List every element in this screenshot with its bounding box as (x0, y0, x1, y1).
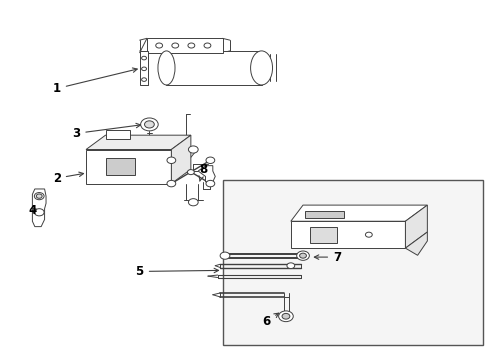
Text: 6: 6 (262, 313, 278, 328)
Circle shape (34, 193, 44, 200)
Text: 4: 4 (28, 204, 37, 217)
Circle shape (142, 56, 146, 60)
Bar (222, 180, 483, 345)
Text: 5: 5 (135, 265, 218, 278)
Text: 8: 8 (199, 163, 207, 181)
Circle shape (203, 43, 210, 48)
Circle shape (278, 311, 293, 321)
Polygon shape (290, 205, 427, 221)
Polygon shape (198, 166, 215, 182)
Circle shape (166, 180, 175, 187)
Bar (105, 158, 135, 175)
Circle shape (142, 78, 146, 81)
Circle shape (144, 121, 154, 128)
Bar (140, 51, 148, 85)
Circle shape (365, 232, 371, 237)
Polygon shape (290, 221, 405, 248)
Circle shape (188, 146, 198, 153)
Circle shape (141, 118, 158, 131)
Circle shape (34, 209, 44, 216)
Circle shape (205, 180, 214, 187)
Polygon shape (86, 135, 190, 149)
Circle shape (166, 157, 175, 163)
Polygon shape (405, 232, 427, 255)
Bar (310, 226, 336, 243)
Circle shape (156, 43, 162, 48)
Circle shape (36, 194, 42, 198)
Polygon shape (171, 135, 190, 184)
Circle shape (188, 199, 198, 206)
Circle shape (286, 263, 294, 269)
Polygon shape (32, 189, 46, 226)
Text: 7: 7 (314, 251, 341, 264)
Text: 1: 1 (53, 68, 137, 95)
Circle shape (187, 170, 194, 175)
Bar (147, 39, 222, 53)
Bar (166, 51, 261, 85)
Polygon shape (86, 149, 171, 184)
Text: 2: 2 (53, 172, 83, 185)
Bar (105, 130, 130, 139)
Circle shape (282, 314, 289, 319)
Circle shape (296, 251, 309, 260)
Polygon shape (405, 205, 427, 248)
Ellipse shape (250, 51, 272, 85)
Circle shape (171, 43, 178, 48)
Circle shape (142, 67, 146, 71)
Circle shape (299, 253, 306, 258)
Text: 3: 3 (72, 123, 140, 140)
Ellipse shape (158, 51, 175, 85)
Circle shape (187, 43, 194, 48)
Circle shape (205, 157, 214, 163)
Bar (305, 211, 344, 218)
Circle shape (220, 252, 229, 259)
